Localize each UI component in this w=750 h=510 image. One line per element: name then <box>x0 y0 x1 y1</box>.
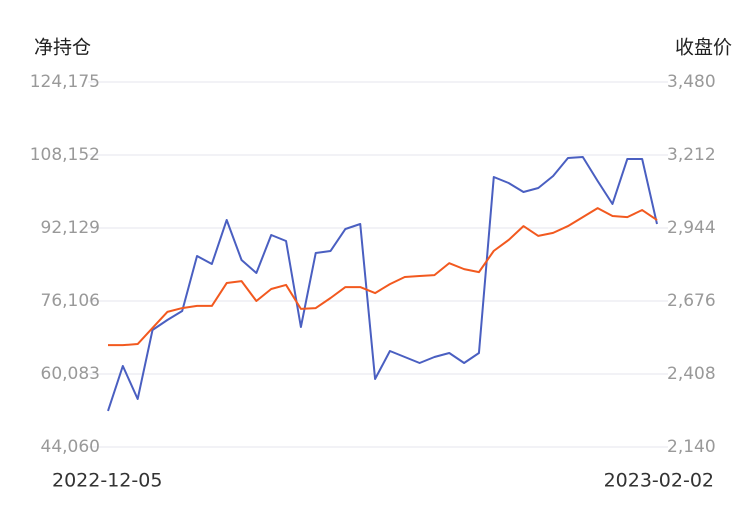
y2-tick-label: 2,408 <box>667 364 716 384</box>
y2-tick-label: 2,944 <box>667 218 716 238</box>
y-tick-label: 124,175 <box>30 72 100 92</box>
y2-tick-label: 3,480 <box>667 72 716 92</box>
x-tick-label: 2022-12-05 <box>52 470 162 492</box>
series-line <box>108 207 658 347</box>
y-tick-label: 108,152 <box>30 145 100 165</box>
y2-tick-label: 3,212 <box>667 145 716 165</box>
x-tick-label: 2023-02-02 <box>604 470 714 492</box>
y-tick-label: 92,129 <box>41 218 100 238</box>
y2-tick-label: 2,140 <box>667 437 716 457</box>
y-tick-label: 76,106 <box>41 291 100 311</box>
y2-tick-label: 2,676 <box>667 291 716 311</box>
y-axis-title: 净持仓 <box>34 37 91 59</box>
y2-axis-title: 收盘价 <box>675 37 732 59</box>
series-line <box>107 155 658 412</box>
y-tick-label: 44,060 <box>41 437 100 457</box>
y-tick-label: 60,083 <box>41 364 100 384</box>
